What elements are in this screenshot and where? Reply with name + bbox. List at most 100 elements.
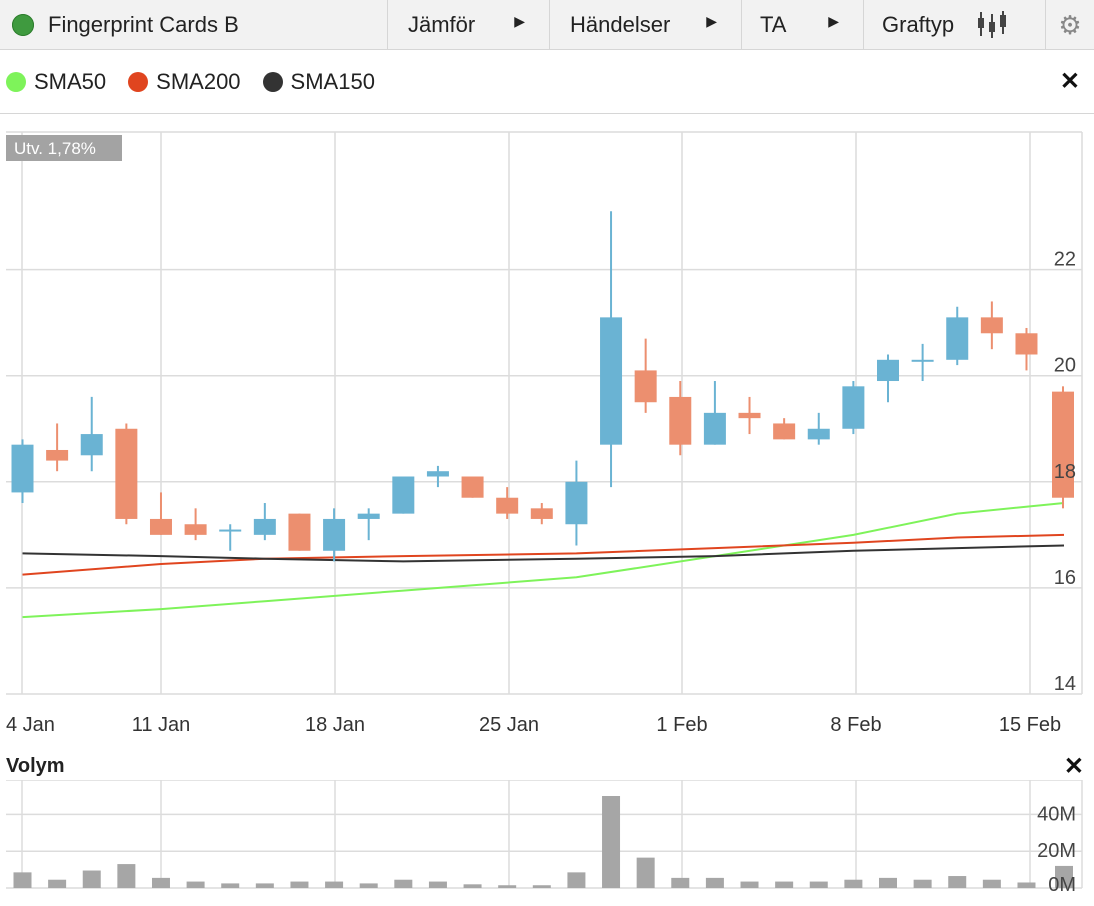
volume-bar xyxy=(844,879,863,888)
chevron-right-icon: ▶ xyxy=(828,13,839,29)
volume-bar xyxy=(532,885,551,888)
y-tick-label: 16 xyxy=(1054,567,1076,589)
menu-handelser-label: Händelser xyxy=(570,12,671,37)
menu-jamfor-label: Jämför xyxy=(408,12,476,37)
volume-bar xyxy=(394,879,413,888)
y-tick-label: 20 xyxy=(1054,355,1076,377)
candle-body xyxy=(669,396,692,445)
volume-bar xyxy=(221,883,240,888)
candle-body xyxy=(184,524,207,535)
y-tick-label: 18 xyxy=(1054,461,1076,483)
volume-bar xyxy=(705,877,724,888)
legend-label-sma50: SMA50 xyxy=(34,68,107,94)
volume-bar xyxy=(325,881,344,888)
x-tick-label: 1 Feb xyxy=(656,714,707,736)
candle-body xyxy=(253,518,276,535)
volume-bar xyxy=(775,881,794,888)
sma-line-sma200 xyxy=(22,533,1065,576)
menu-graftyp[interactable]: Graftyp xyxy=(864,0,1046,50)
candle-body xyxy=(807,428,830,440)
legend-dot-sma150 xyxy=(262,71,283,92)
volume-y-tick-label: 0M xyxy=(1048,874,1076,896)
candle-body xyxy=(980,317,1003,334)
candle-body xyxy=(842,386,865,429)
volume-bar xyxy=(82,870,101,888)
y-tick-label: 14 xyxy=(1054,673,1076,695)
menu-graftyp-label: Graftyp xyxy=(882,12,955,37)
candle-body xyxy=(11,444,34,493)
close-icon[interactable]: ✕ xyxy=(1063,753,1084,780)
candle-body xyxy=(288,513,311,551)
volume-chart[interactable]: 0M 20M 40M xyxy=(0,780,1094,906)
candle-body xyxy=(357,513,380,519)
x-tick-label: 18 Jan xyxy=(305,714,365,736)
change-badge-text: Utv. 1,78% xyxy=(14,139,96,158)
candle-body xyxy=(496,497,519,514)
volume-bar xyxy=(151,877,170,888)
volume-bar xyxy=(567,872,586,888)
volume-bar xyxy=(498,885,517,888)
volume-bar xyxy=(186,881,205,888)
volume-bar xyxy=(48,879,67,888)
candle-body xyxy=(565,481,588,525)
legend-item-sma150[interactable]: SMA150 xyxy=(262,68,375,95)
candle-body xyxy=(877,359,899,382)
volume-bar xyxy=(636,857,655,888)
menu-jamfor[interactable]: Jämför ▶ xyxy=(388,0,550,50)
volume-bar xyxy=(1055,865,1073,888)
x-tick-label: 11 Jan xyxy=(132,714,191,736)
close-icon[interactable]: ✕ xyxy=(1059,68,1080,95)
legend-dot-sma200 xyxy=(128,71,149,92)
instrument-title-cell[interactable]: Fingerprint Cards B xyxy=(0,0,388,50)
candle-body xyxy=(426,471,449,477)
volume-bar xyxy=(255,883,274,888)
volume-bar xyxy=(463,884,482,888)
price-chart[interactable]: Utv. 1,78% 14 16 18 20 22 4 Jan 11 Jan 18 Jan 2… xyxy=(0,114,1094,754)
x-tick-label: 15 Feb xyxy=(999,714,1061,736)
change-badge xyxy=(6,135,122,161)
legend-item-sma50[interactable]: SMA50 xyxy=(6,69,106,95)
indicator-legend: SMA50 SMA200 SMA150 ✕ xyxy=(0,50,1094,114)
sma-line-sma150 xyxy=(22,544,1065,563)
candle-body xyxy=(46,449,69,461)
chevron-right-icon: ▶ xyxy=(514,13,525,29)
settings-button[interactable]: ⚙ xyxy=(1046,0,1094,50)
status-dot-icon xyxy=(12,14,34,36)
chevron-right-icon: ▶ xyxy=(706,13,717,29)
candle-body xyxy=(1015,333,1038,355)
gear-icon: ⚙ xyxy=(1058,9,1082,40)
legend-label-sma150: SMA150 xyxy=(290,68,375,94)
volume-bar xyxy=(1017,882,1036,888)
x-tick-label: 25 Jan xyxy=(479,714,539,736)
candle-body xyxy=(634,370,657,403)
volume-title: Volym xyxy=(6,755,65,777)
sma-line-sma50 xyxy=(22,502,1065,619)
volume-bar xyxy=(948,876,967,888)
volume-bar xyxy=(671,877,690,888)
volume-y-tick-label: 20M xyxy=(1037,840,1076,862)
candle-body xyxy=(946,317,969,360)
volume-bar xyxy=(913,879,932,888)
x-tick-label: 8 Feb xyxy=(830,714,881,736)
volume-bar xyxy=(428,881,447,888)
menu-handelser[interactable]: Händelser ▶ xyxy=(550,0,742,50)
legend-dot-sma50 xyxy=(6,71,26,92)
candle-body xyxy=(773,423,796,440)
candle-body xyxy=(392,476,415,514)
menu-ta[interactable]: TA ▶ xyxy=(742,0,864,50)
volume-y-tick-label: 40M xyxy=(1037,803,1076,825)
candle-body xyxy=(115,428,138,519)
legend-item-sma200[interactable]: SMA200 xyxy=(128,68,241,95)
legend-label-sma200: SMA200 xyxy=(156,68,241,94)
candle-body xyxy=(149,518,172,535)
candle-body xyxy=(530,508,553,519)
candle-body xyxy=(911,359,934,362)
instrument-title: Fingerprint Cards B xyxy=(48,12,239,37)
x-tick-label: 4 Jan xyxy=(6,714,55,736)
volume-bar xyxy=(879,877,897,888)
volume-bar xyxy=(740,881,759,888)
candle-body xyxy=(323,518,346,551)
candle-body xyxy=(703,412,726,445)
top-toolbar: Fingerprint Cards B Jämför ▶ Händelser ▶… xyxy=(0,0,1094,50)
volume-bar xyxy=(290,881,309,888)
